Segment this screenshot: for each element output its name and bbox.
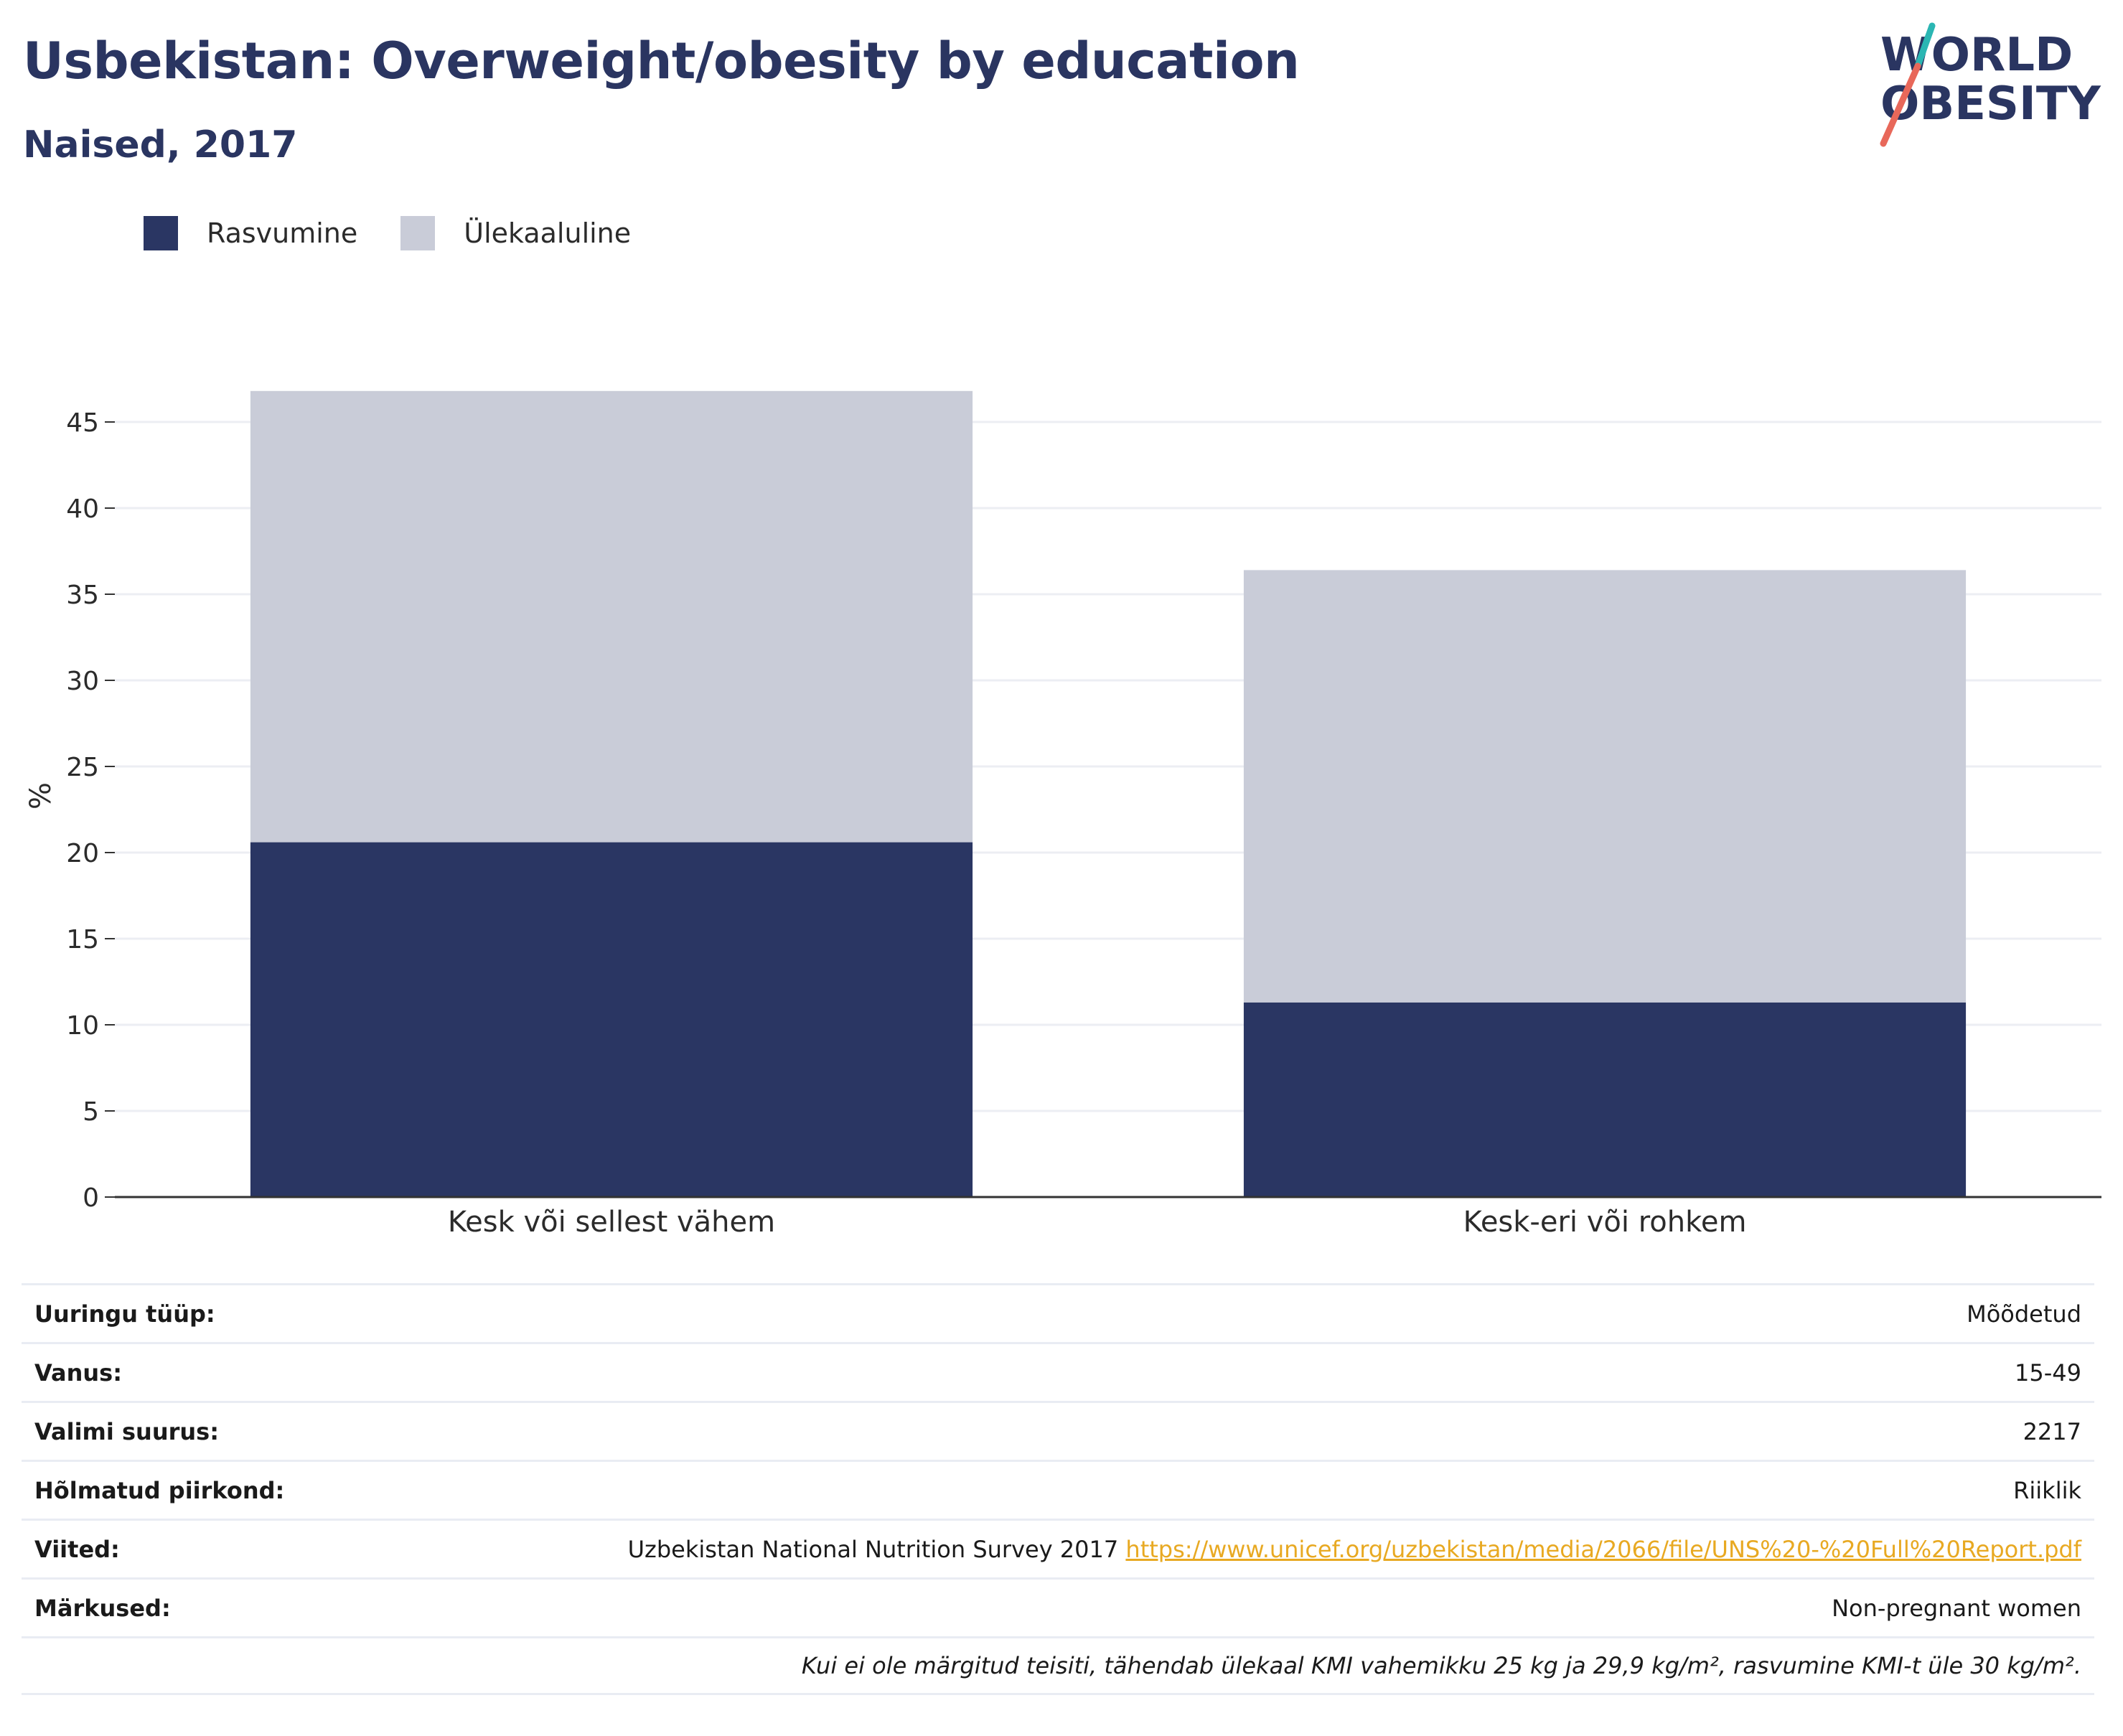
info-row-age: Vanus: 15-49 xyxy=(22,1342,2094,1401)
bar-overweight-1 xyxy=(1243,570,1967,1003)
legend-label-obesity: Rasvumine xyxy=(207,217,358,249)
info-value: Mõõdetud xyxy=(1967,1300,2081,1328)
chart-title: Usbekistan: Overweight/obesity by educat… xyxy=(23,32,1300,90)
reference-text: Uzbekistan National Nutrition Survey 201… xyxy=(627,1535,1119,1563)
info-row-survey-type: Uuringu tüüp: Mõõdetud xyxy=(22,1283,2094,1342)
legend-item-overweight: Ülekaaluline xyxy=(400,216,631,250)
reference-link[interactable]: https://www.unicef.org/uzbekistan/media/… xyxy=(1125,1535,2081,1563)
y-tick-label: 35 xyxy=(66,581,99,610)
info-label: Hõlmatud piirkond: xyxy=(34,1476,285,1504)
info-value: 15-49 xyxy=(2015,1359,2081,1387)
axes: 0 5 10 15 20 25 30 35 40 45 Kesk või sellest vähem… xyxy=(24,408,2101,1239)
y-tick-label: 15 xyxy=(66,925,99,954)
info-label: Uuringu tüüp: xyxy=(34,1300,215,1328)
legend-label-overweight: Ülekaaluline xyxy=(464,217,632,249)
bars xyxy=(250,390,1967,1197)
info-value: 2217 xyxy=(2023,1417,2081,1445)
info-row-references: Viited: Uzbekistan National Nutrition Su… xyxy=(22,1519,2094,1577)
y-tick-label: 5 xyxy=(83,1097,99,1127)
chart-legend: Rasvumine Ülekaaluline xyxy=(144,212,674,255)
footnote-row: Kui ei ole märgitud teisiti, tähendab ül… xyxy=(22,1636,2094,1695)
y-tick-label: 40 xyxy=(66,494,99,524)
info-label: Vanus: xyxy=(34,1359,123,1387)
logo-text-obesity: OBESITY xyxy=(1880,78,2101,131)
y-tick-label: 25 xyxy=(66,753,99,782)
world-obesity-logo: WORLD OBESITY xyxy=(1880,22,2101,147)
info-label: Viited: xyxy=(34,1535,120,1563)
bar-obesity-1 xyxy=(1243,1002,1967,1197)
logo-slash-bottom xyxy=(1880,62,1921,147)
chart-subtitle: Naised, 2017 xyxy=(23,123,298,166)
info-table: Uuringu tüüp: Mõõdetud Vanus: 15-49 Vali… xyxy=(22,1283,2094,1695)
info-value: Riiklik xyxy=(2013,1476,2081,1504)
info-value: Non-pregnant women xyxy=(1832,1594,2081,1622)
bar-obesity-0 xyxy=(250,842,973,1197)
y-tick-label: 30 xyxy=(66,667,99,696)
footnote-text: Kui ei ole märgitud teisiti, tähendab ül… xyxy=(801,1652,2081,1679)
info-row-coverage: Hõlmatud piirkond: Riiklik xyxy=(22,1460,2094,1519)
bar-overweight-0 xyxy=(250,390,973,843)
x-tick-label: Kesk või sellest vähem xyxy=(448,1206,775,1239)
info-label: Valimi suurus: xyxy=(34,1417,220,1445)
logo-slash-top xyxy=(1914,22,1936,70)
legend-swatch-obesity xyxy=(144,216,178,250)
bar-chart: 0 5 10 15 20 25 30 35 40 45 Kesk või sellest vähem… xyxy=(24,390,2101,1239)
legend-item-obesity: Rasvumine xyxy=(144,216,357,250)
info-label: Märkused: xyxy=(34,1594,171,1622)
y-tick-label: 20 xyxy=(66,839,99,868)
info-row-sample-size: Valimi suurus: 2217 xyxy=(22,1401,2094,1460)
y-tick-label: 10 xyxy=(66,1011,99,1041)
y-tick-label: 45 xyxy=(66,408,99,438)
info-row-notes: Märkused: Non-pregnant women xyxy=(22,1577,2094,1636)
legend-swatch-overweight xyxy=(400,216,436,250)
y-axis-label: % xyxy=(24,782,57,810)
y-tick-label: 0 xyxy=(83,1183,99,1213)
x-tick-label: Kesk-eri või rohkem xyxy=(1463,1206,1747,1239)
references-value: Uzbekistan National Nutrition Survey 201… xyxy=(628,1536,2081,1563)
